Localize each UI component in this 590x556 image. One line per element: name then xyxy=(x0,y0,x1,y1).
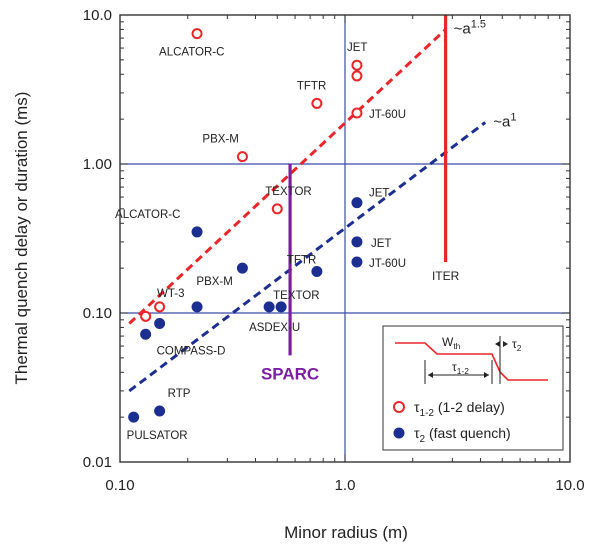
point-label: PULSATOR xyxy=(127,430,188,442)
point-label: PBX-M xyxy=(196,276,232,288)
legend-entry-subscript: 2 xyxy=(420,434,426,445)
point-fast xyxy=(191,301,203,313)
y-tick-label: 10.0 xyxy=(83,7,112,24)
x-tick-label: 0.10 xyxy=(105,477,134,494)
point-label: RTP xyxy=(168,388,191,400)
data-points xyxy=(128,28,363,423)
point-label: JET xyxy=(371,238,391,250)
inset-tau12-label-subscript: 1-2 xyxy=(457,366,469,376)
point-delay xyxy=(351,107,363,119)
legend-entry-text: (1-2 delay) xyxy=(434,399,505,415)
y-tick-label: 0.01 xyxy=(83,454,112,471)
point-label: ASDEX-U xyxy=(249,322,300,334)
point-fast xyxy=(311,265,323,277)
fit-line xyxy=(128,28,447,325)
x-tick-label: 10.0 xyxy=(555,477,584,494)
x-tick-label: 1.0 xyxy=(335,477,356,494)
point-label: WT-3 xyxy=(157,288,184,300)
point-label: TEXTOR xyxy=(265,186,311,198)
point-fast xyxy=(275,301,287,313)
point-label: ALCATOR-C xyxy=(115,209,180,221)
inset-waveform xyxy=(395,342,548,381)
point-fast xyxy=(351,197,363,209)
x-axis-label: Minor radius (m) xyxy=(284,523,408,542)
point-fast xyxy=(351,256,363,268)
legend-box xyxy=(382,325,564,451)
legend-entry-label: τ2 (fast quench) xyxy=(414,425,511,445)
fit-line-exponent: 1.5 xyxy=(471,18,486,30)
point-label: JET xyxy=(369,188,389,200)
point-label: TFTR xyxy=(297,80,326,92)
point-fast xyxy=(154,405,166,417)
point-fast xyxy=(191,226,203,238)
legend-entry-label: τ1-2 (1-2 delay) xyxy=(414,399,505,419)
point-label: JET xyxy=(347,42,367,54)
legend-entry-subscript: 1-2 xyxy=(420,408,435,419)
inset-arrow-head xyxy=(428,372,433,378)
point-label: JT-60U xyxy=(369,109,406,121)
inset-arrow-head xyxy=(503,341,508,347)
point-fast xyxy=(154,318,166,330)
y-tick-label: 1.00 xyxy=(83,156,112,173)
marker-label-sparc: SPARC xyxy=(261,364,319,383)
point-delay xyxy=(191,28,203,40)
point-delay xyxy=(271,203,283,215)
marker-label-iter: ITER xyxy=(432,269,460,283)
y-axis-label: Thermal quench delay or duration (ms) xyxy=(12,92,31,385)
legend-marker-fast xyxy=(393,427,405,439)
fit-line-label: ~a1.5 xyxy=(454,18,486,37)
fit-line xyxy=(128,121,487,393)
axes: 0.10 1.0 10.0 0.01 0.10 1.00 10.0 xyxy=(83,7,585,494)
point-delay xyxy=(351,59,363,71)
point-label: ALCATOR-C xyxy=(159,47,224,59)
fit-line-label: ~a1 xyxy=(493,111,516,130)
inset-tau2-label: τ2 xyxy=(512,337,522,353)
machine-markers: SPARC ITER xyxy=(261,15,460,383)
point-label: COMPASS-D xyxy=(157,345,226,357)
point-fast xyxy=(351,236,363,248)
point-delay xyxy=(154,301,166,313)
inset-wth-label-subscript: th xyxy=(453,341,460,351)
point-label: PBX-M xyxy=(202,134,238,146)
point-delay xyxy=(236,151,248,163)
point-label: TFTR xyxy=(287,254,316,266)
y-tick-label: 0.10 xyxy=(83,305,112,322)
point-fast xyxy=(128,411,140,423)
point-labels: ALCATOR-C JET TFTR JT-60U PBX-M TEXTOR JET ALCA… xyxy=(115,42,406,442)
point-label: JT-60U xyxy=(369,258,406,270)
grid-lines xyxy=(120,15,570,462)
inset-arrow-head xyxy=(484,372,489,378)
inset-arrow-head xyxy=(495,341,500,347)
point-delay xyxy=(311,97,323,109)
inset-tau2-label-subscript: 2 xyxy=(517,343,522,353)
point-delay xyxy=(351,70,363,82)
point-fast xyxy=(236,262,248,274)
point-label: TEXTOR xyxy=(273,290,319,302)
point-fast xyxy=(140,328,152,340)
fit-line-exponent: 1 xyxy=(510,111,516,123)
point-delay xyxy=(140,310,152,322)
legend-marker-delay xyxy=(393,401,405,413)
point-fast xyxy=(263,301,275,313)
legend-entry-text: (fast quench) xyxy=(425,425,511,441)
